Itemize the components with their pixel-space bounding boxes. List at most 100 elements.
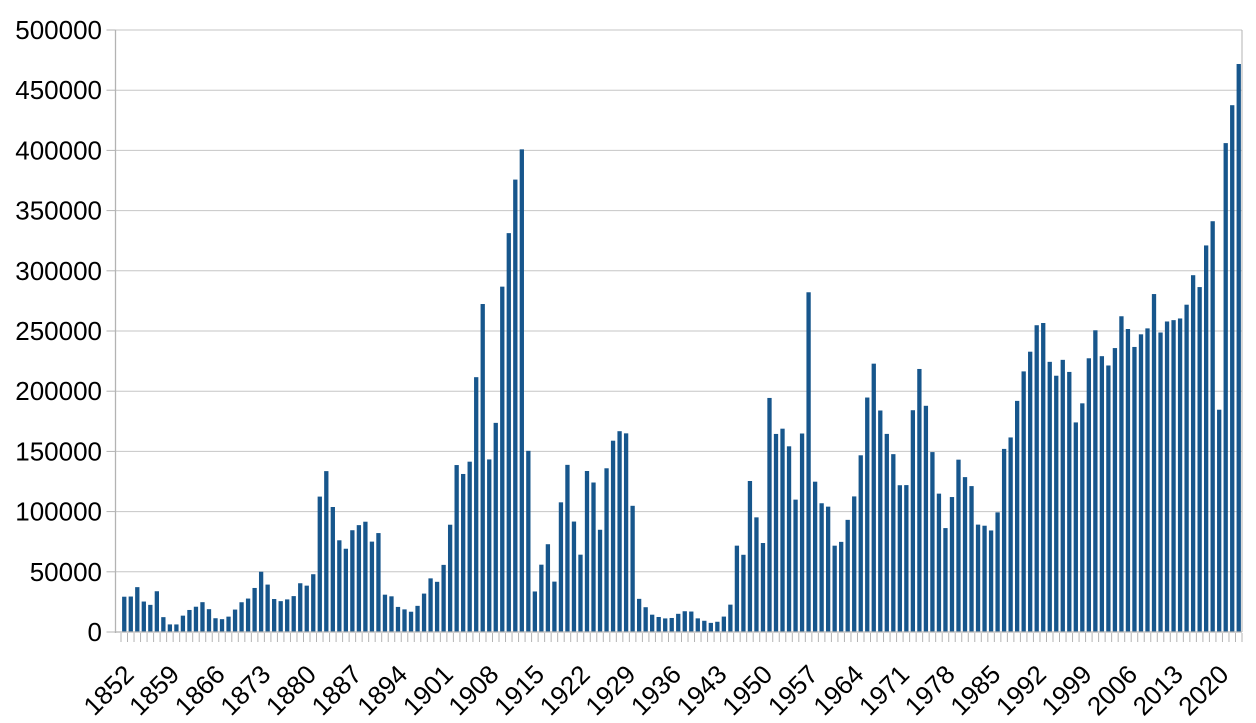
bar-1988 [1008,437,1013,632]
bar-1953 [780,428,785,632]
bar-2004 [1112,348,1118,632]
bar-2016 [1190,275,1196,632]
bar-1974 [917,368,922,632]
bar-1956 [799,433,805,632]
bar-1946 [734,545,740,632]
x-axis-ticks [120,633,1243,642]
bar-1901 [441,564,446,632]
bar-1889 [363,521,368,632]
bar-1905 [467,461,472,632]
bar-2010 [1151,294,1157,632]
y-tick-label: 450000 [15,75,102,105]
x-tick-label: 1971 [853,659,915,721]
bar-2007 [1132,346,1137,632]
bar-1887 [350,530,355,632]
bar-1980 [956,459,961,632]
bar-1960 [825,506,831,632]
x-tick-label: 1992 [990,659,1052,721]
bar-1996 [1060,359,1065,632]
bar-2017 [1197,287,1202,632]
y-axis-labels: 0 50000 100000 150000 200000 250000 300000 3500… [15,15,102,647]
bar-1874 [265,584,270,632]
bar-1919 [558,502,564,632]
x-tick-label: 1880 [260,659,322,721]
bar-1972 [904,485,909,632]
bar-1984 [982,525,987,632]
x-tick-label: 1908 [442,659,504,721]
bar-2003 [1106,365,1111,632]
bar-1881 [311,574,316,632]
bar-1915 [532,591,538,632]
bar-1944 [721,616,727,632]
bar-1903 [454,465,459,632]
bar-1937 [676,613,681,632]
bar-1966 [865,397,870,632]
bar-1856 [148,604,153,632]
bar-1978 [943,528,948,632]
x-tick-label: 1866 [169,659,231,721]
x-tick-label: 1943 [670,659,732,721]
bar-1961 [832,545,837,632]
bar-1929 [623,433,629,632]
bar-1883 [324,471,329,632]
bar-1983 [975,524,981,632]
bar-1917 [545,544,551,632]
bar-1854 [135,587,140,632]
x-tick-label: 1859 [123,659,185,721]
bar-1990 [1021,371,1026,632]
bar-1970 [891,454,896,632]
bar-1957 [806,292,811,632]
bar-1942 [708,622,713,632]
bar-1987 [1001,448,1007,632]
x-tick-label: 1999 [1035,659,1097,721]
bar-1977 [936,493,942,632]
y-tick-label: 0 [88,617,102,647]
bar-1876 [278,601,283,632]
x-tick-label: 1964 [807,659,869,721]
bar-1930 [630,505,635,632]
bar-1959 [819,503,824,632]
bar-2000 [1086,358,1091,632]
bar-1932 [643,607,648,632]
bar-1866 [213,618,218,632]
bar-1997 [1067,371,1072,632]
bar-1908 [487,459,492,632]
bar-1922 [578,554,583,632]
bar-1898 [421,593,427,632]
bar-1895 [402,609,407,632]
bar-1941 [702,620,707,632]
x-tick-label: 1936 [625,659,687,721]
bar-1879 [298,583,303,632]
bar-1955 [793,499,798,632]
bar-1869 [232,609,238,632]
bar-1902 [447,524,453,632]
bar-1927 [610,440,616,632]
bar-1992 [1034,325,1039,632]
x-tick-label: 1887 [306,659,368,721]
bar-1969 [884,433,889,632]
bar-1882 [317,496,322,632]
bar-1939 [689,611,694,632]
bar-1904 [461,473,466,632]
bar-2015 [1184,304,1189,632]
bar-1958 [812,481,818,632]
bar-1872 [252,587,257,632]
bar-1864 [200,602,205,632]
bar-1868 [226,616,231,632]
bar-1954 [786,446,792,632]
bar-1928 [617,431,622,632]
bar-1964 [852,496,857,632]
bar-1949 [754,517,759,632]
bar-1985 [988,530,994,632]
bar-2008 [1138,334,1144,632]
gridlines [115,29,1242,633]
bar-1877 [285,599,290,632]
bar-1938 [682,611,687,632]
bar-1952 [773,433,779,632]
bar-1916 [539,564,544,632]
bar-1950 [760,543,766,632]
bar-2020 [1217,409,1222,632]
bar-1909 [493,422,498,632]
y-tick-label: 100000 [15,497,102,527]
